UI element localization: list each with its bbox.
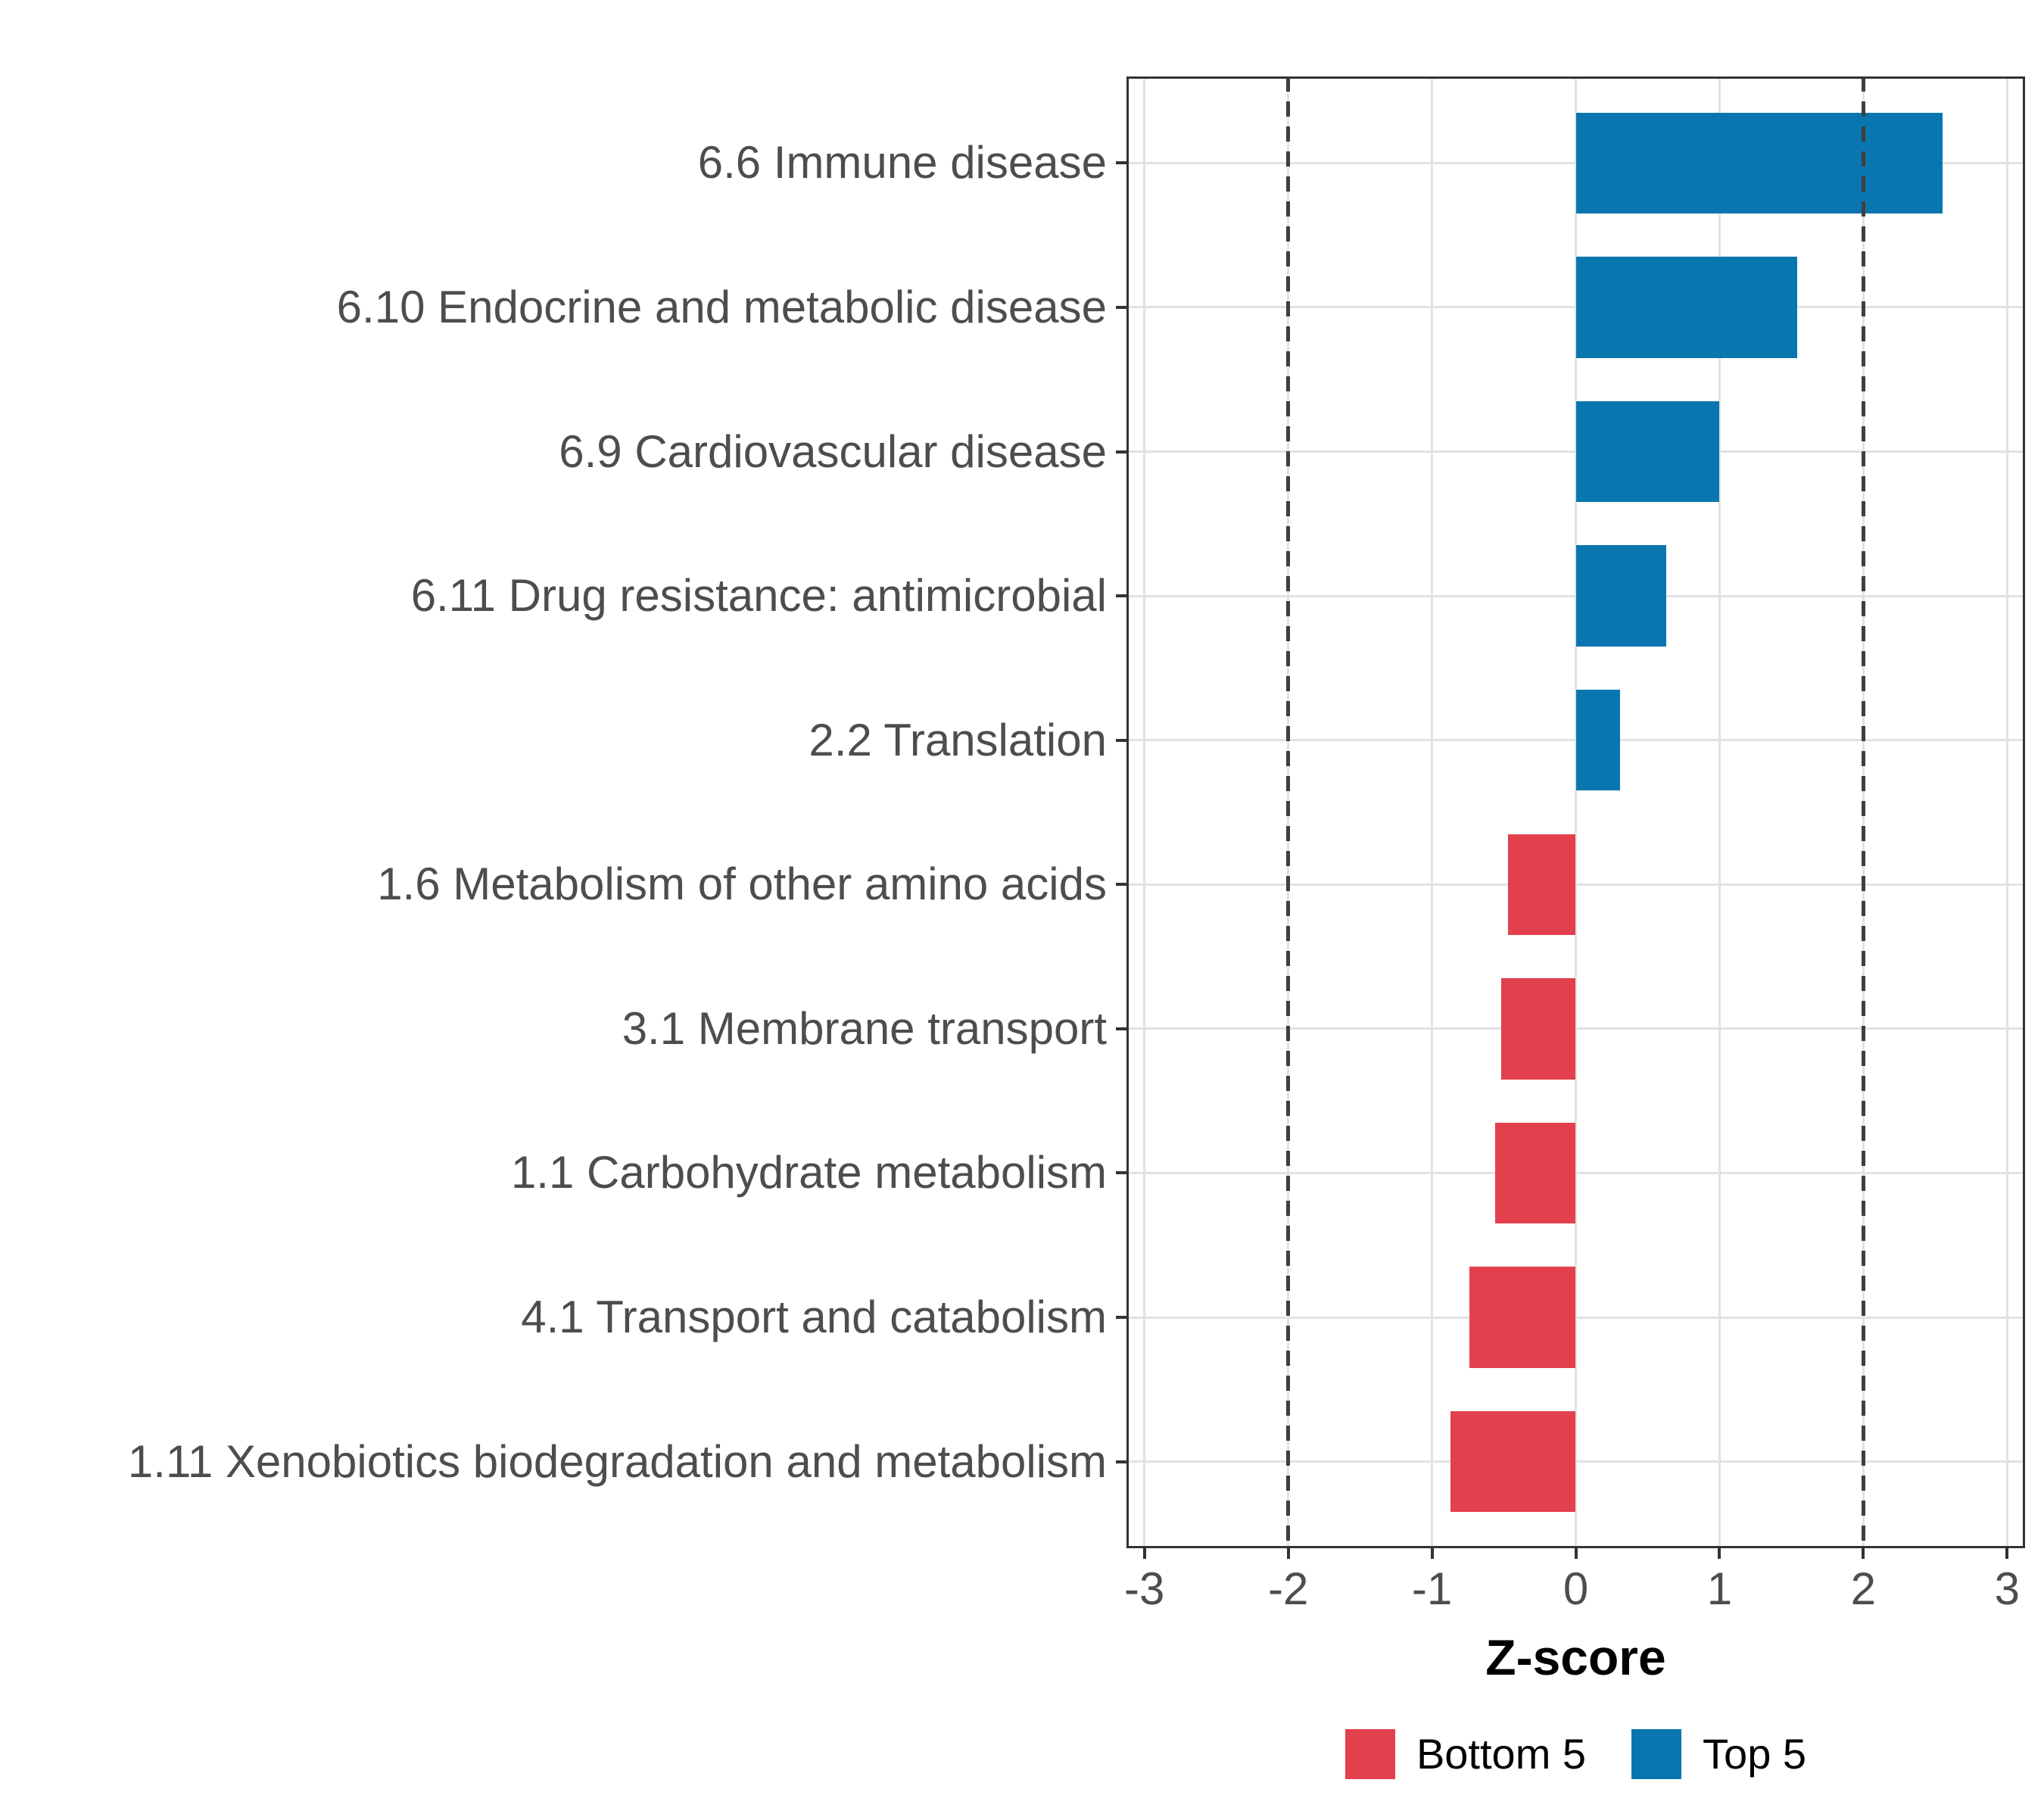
x-axis-tick-label: 0	[1563, 1563, 1589, 1614]
y-axis-tick-mark	[1116, 1171, 1126, 1175]
category-label: 1.11 Xenobiotics biodegradation and meta…	[127, 1435, 1107, 1487]
category-label: 6.11 Drug resistance: antimicrobial	[410, 570, 1107, 622]
bar	[1575, 400, 1720, 503]
bar	[1469, 1267, 1576, 1368]
plot-panel-border	[1126, 76, 2025, 1548]
x-axis-tick-label: -1	[1411, 1563, 1453, 1614]
category-label: 3.1 Membrane transport	[622, 1002, 1107, 1054]
x-axis-tick-label: 1	[1706, 1563, 1733, 1614]
x-axis-tick-label: 2	[1850, 1563, 1877, 1614]
category-label: 6.6 Immune disease	[697, 137, 1107, 189]
horizontal-gridline	[1126, 1027, 2025, 1030]
x-axis-tick-label: 3	[1994, 1563, 2020, 1614]
bar	[1508, 834, 1576, 935]
legend: Bottom 5 Top 5	[1126, 1728, 2025, 1781]
x-axis-tick-label: -3	[1124, 1563, 1165, 1614]
x-axis-tick-mark	[2005, 1548, 2009, 1559]
reference-line-dashed	[1286, 76, 1291, 1548]
horizontal-gridline	[1126, 1460, 2025, 1463]
horizontal-gridline	[1126, 1171, 2025, 1174]
vertical-gridline	[1718, 76, 1721, 1548]
x-axis-tick-mark	[1718, 1548, 1722, 1559]
x-axis-tick-mark	[1286, 1548, 1290, 1559]
x-axis-tick-label: -2	[1267, 1563, 1309, 1614]
bar	[1575, 112, 1943, 214]
horizontal-gridline	[1126, 883, 2025, 886]
y-axis-tick-mark	[1116, 1460, 1126, 1463]
bar	[1495, 1122, 1576, 1224]
x-axis-title: Z-score	[1485, 1629, 1666, 1685]
y-axis-tick-mark	[1116, 450, 1126, 453]
vertical-gridline	[2005, 76, 2008, 1548]
legend-label-top5: Top 5	[1703, 1730, 1807, 1778]
x-axis-tick-mark	[1574, 1548, 1578, 1559]
y-axis-tick-mark	[1116, 738, 1126, 742]
y-axis-tick-mark	[1116, 594, 1126, 598]
category-label: 4.1 Transport and catabolism	[521, 1292, 1107, 1343]
category-label: 6.10 Endocrine and metabolic disease	[336, 281, 1107, 332]
reference-line-dashed	[1861, 76, 1865, 1548]
legend-item-bottom5: Bottom 5	[1344, 1729, 1587, 1779]
y-axis-tick-mark	[1116, 1027, 1126, 1030]
legend-swatch-bottom5	[1344, 1729, 1395, 1779]
category-label: 1.6 Metabolism of other amino acids	[377, 859, 1107, 910]
horizontal-gridline	[1126, 1316, 2025, 1319]
vertical-gridline	[1143, 76, 1146, 1548]
y-axis-tick-mark	[1116, 305, 1126, 309]
x-axis-tick-mark	[1142, 1548, 1146, 1559]
x-axis-tick-mark	[1430, 1548, 1434, 1559]
bar	[1575, 257, 1797, 358]
bar	[1500, 978, 1576, 1080]
y-axis-tick-mark	[1116, 1316, 1126, 1320]
legend-item-top5: Top 5	[1631, 1729, 1806, 1779]
vertical-gridline	[1431, 76, 1434, 1548]
bar	[1575, 545, 1667, 647]
vertical-gridline	[1575, 76, 1577, 1548]
bar	[1575, 690, 1621, 791]
y-axis-tick-mark	[1116, 161, 1126, 165]
x-axis-tick-mark	[1862, 1548, 1865, 1559]
legend-swatch-top5	[1631, 1729, 1682, 1779]
category-label: 6.9 Cardiovascular disease	[559, 425, 1107, 477]
legend-label-bottom5: Bottom 5	[1416, 1730, 1587, 1778]
bar	[1450, 1410, 1576, 1513]
category-label: 1.1 Carbohydrate metabolism	[510, 1147, 1107, 1198]
category-label: 2.2 Translation	[809, 714, 1107, 765]
y-axis-tick-mark	[1116, 883, 1126, 887]
